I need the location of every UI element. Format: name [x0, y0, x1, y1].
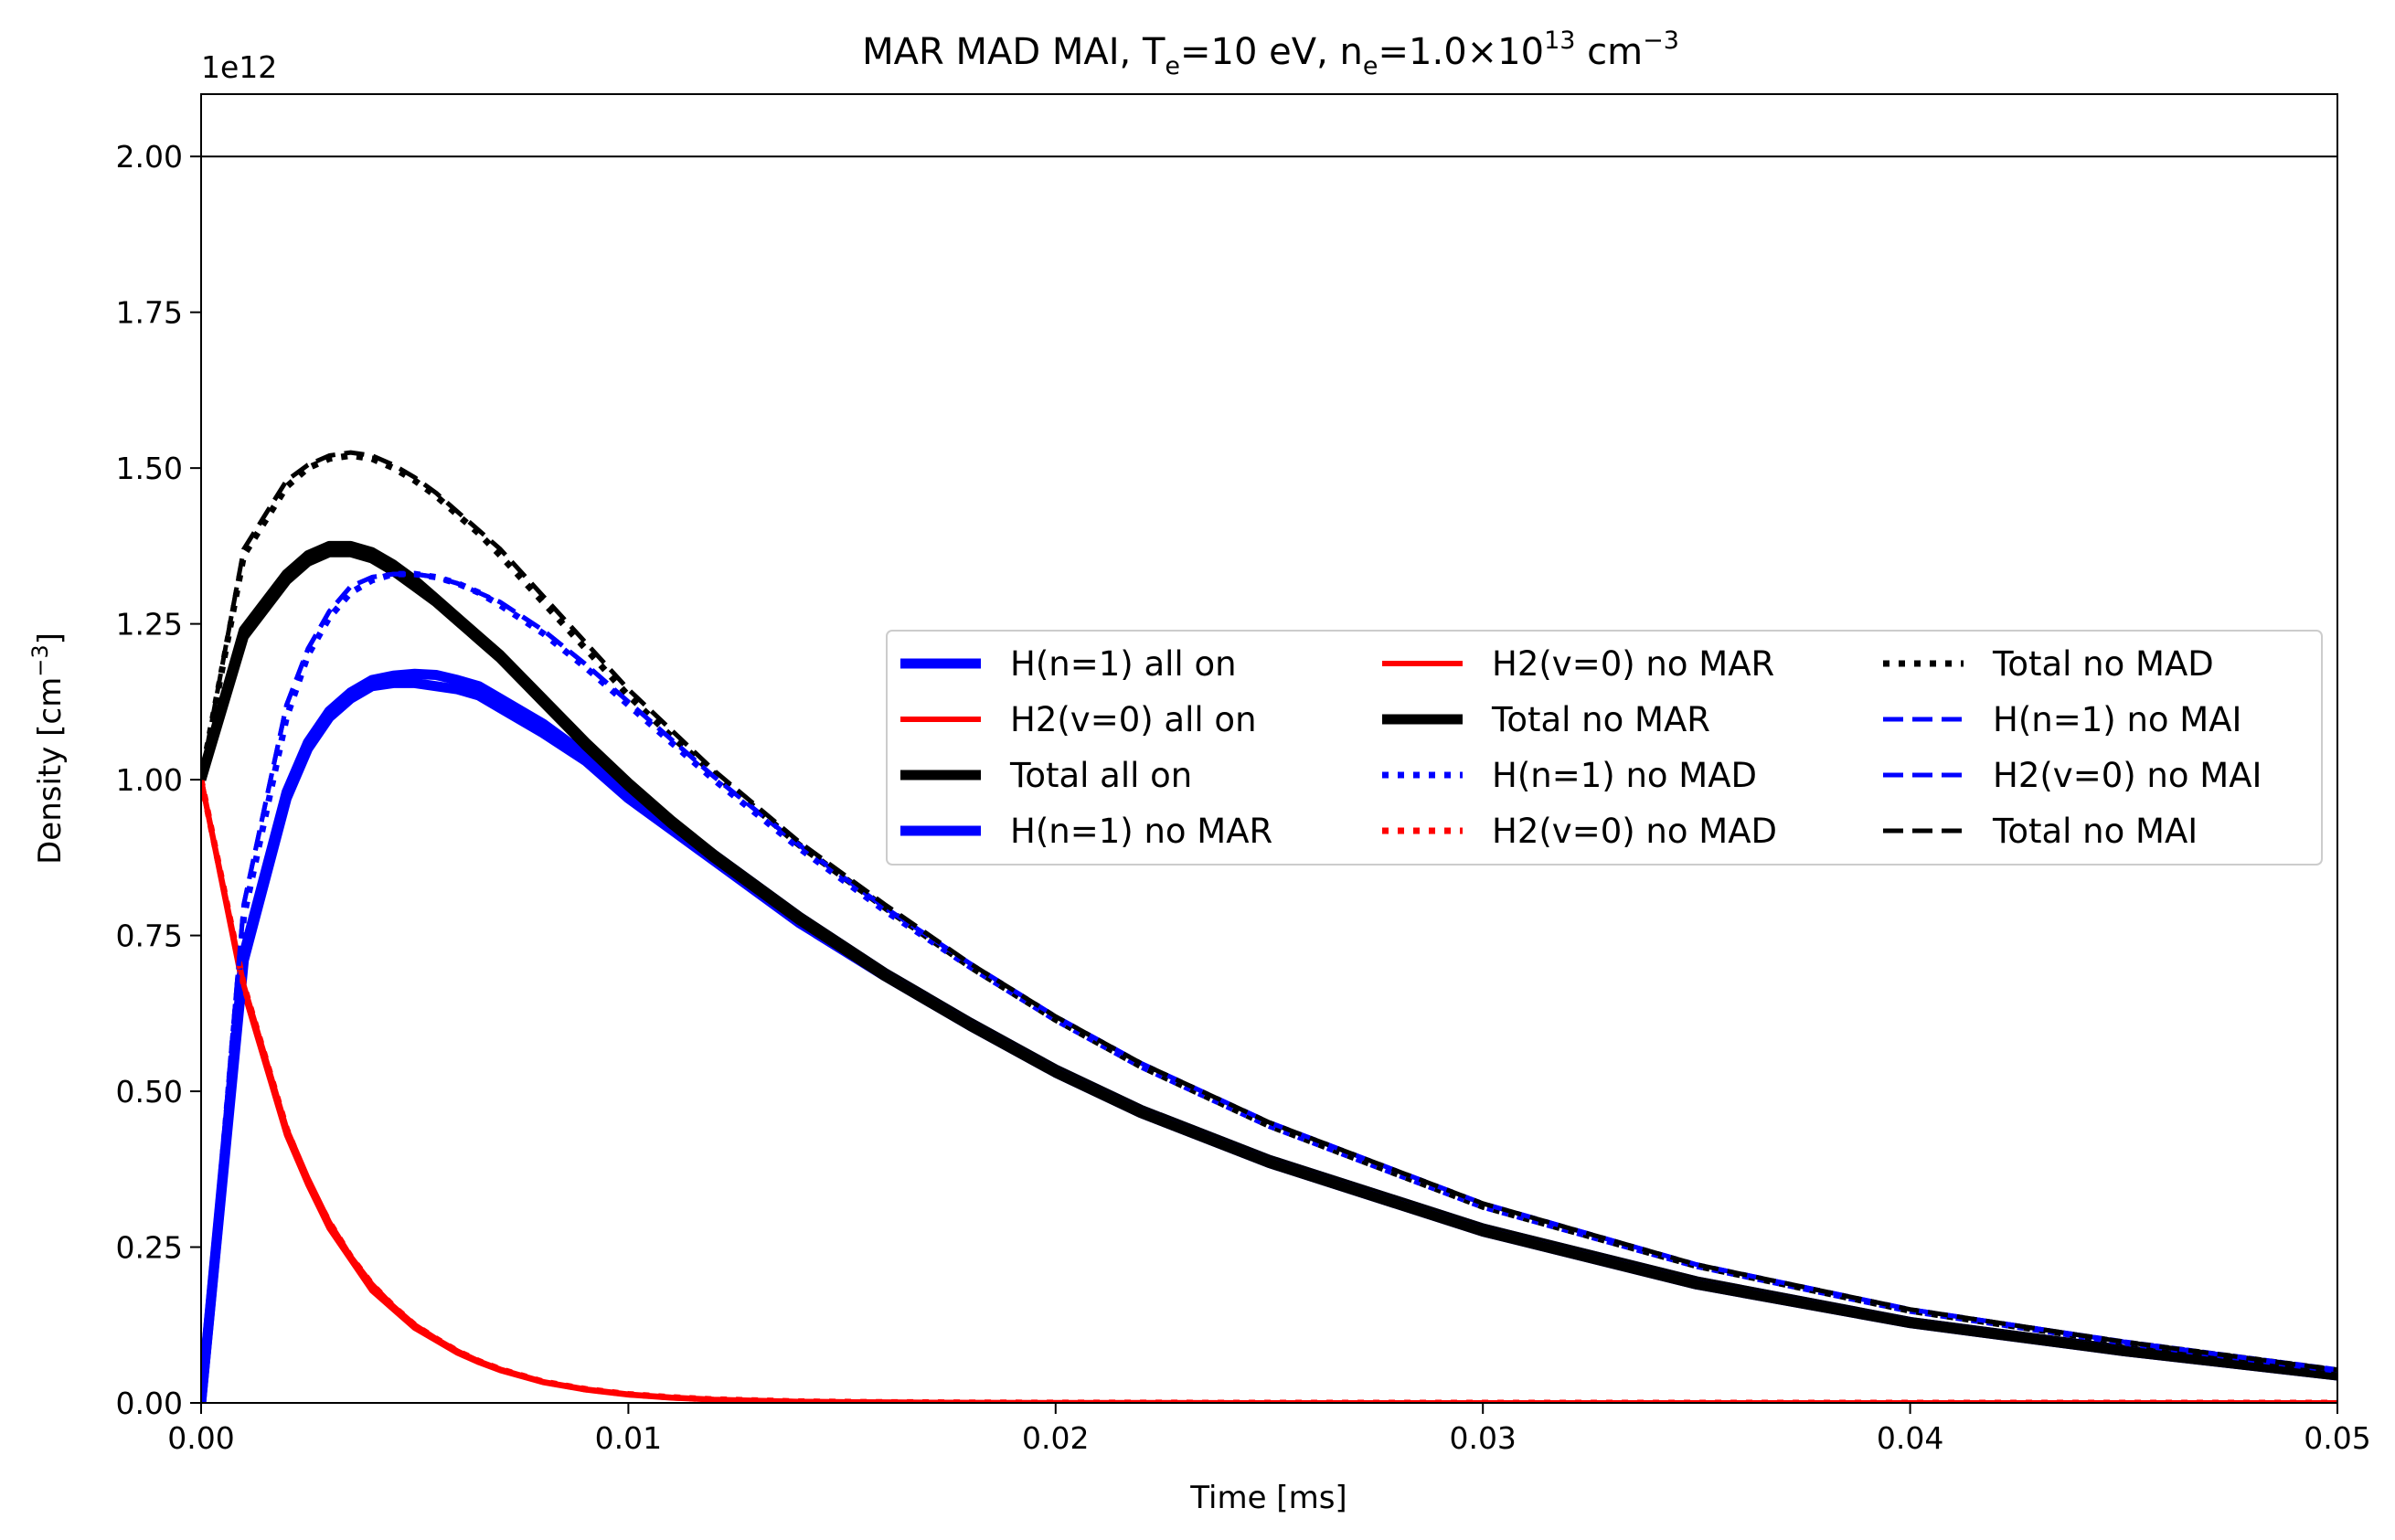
- y-tick-label: 0.75: [116, 919, 183, 954]
- x-tick-label: 0.02: [1022, 1420, 1089, 1456]
- y-tick-label: 2.00: [116, 139, 183, 175]
- legend-label-0: H(n=1) all on: [1010, 644, 1237, 684]
- y-tick-label: 1.00: [116, 762, 183, 798]
- series-line-8: [201, 452, 2337, 1374]
- series-line-4: [201, 779, 2337, 1403]
- legend: H(n=1) all on H2(v=0) all on Total all on H…: [886, 630, 2323, 866]
- legend-label-7: H2(v=0) no MAD: [1492, 812, 1777, 851]
- series-line-11: [201, 450, 2337, 1373]
- chart-title: MAR MAD MAI, Te=10 eV, ne=1.0×1013 cm−3: [862, 27, 1679, 80]
- legend-label-5: Total no MAR: [1491, 700, 1710, 739]
- plot-frame: [200, 93, 2338, 1404]
- y-tick-label: 0.25: [116, 1230, 183, 1266]
- y-axis-label: Density [cm−3]: [27, 632, 69, 865]
- x-tick-label: 0.04: [1877, 1420, 1943, 1456]
- legend-label-2: Total all on: [1009, 756, 1192, 795]
- y-tick-label: 1.25: [116, 607, 183, 643]
- legend-label-8: Total no MAD: [1992, 644, 2214, 684]
- y-tick-label: 0.50: [116, 1074, 183, 1110]
- legend-label-10: H2(v=0) no MAI: [1993, 756, 2262, 795]
- plot-area: [200, 93, 2338, 1404]
- x-tick-label: 0.01: [595, 1420, 662, 1456]
- legend-label-9: H(n=1) no MAI: [1993, 700, 2241, 739]
- y-tick-label: 1.75: [116, 295, 183, 331]
- series-line-1: [201, 779, 2337, 1403]
- y-tick-label: 1.50: [116, 451, 183, 486]
- x-axis: 0.00 0.01 0.02 0.03 0.04 0.05: [167, 1403, 2371, 1456]
- legend-label-1: H2(v=0) all on: [1010, 700, 1257, 739]
- legend-box: [886, 630, 2323, 866]
- x-axis-label: Time [ms]: [1189, 1480, 1347, 1516]
- series-layer: [201, 450, 2337, 1403]
- series-line-5: [201, 547, 2337, 1381]
- legend-label-6: H(n=1) no MAD: [1492, 756, 1757, 795]
- x-tick-label: 0.03: [1449, 1420, 1516, 1456]
- legend-label-4: H2(v=0) no MAR: [1492, 644, 1774, 684]
- x-tick-label: 0.05: [2304, 1420, 2370, 1456]
- y-tick-label: 0.00: [116, 1386, 183, 1421]
- y-axis: 0.00 0.25 0.50 0.75 1.00 1.25 1.50 1.75 2.00: [116, 139, 201, 1421]
- y-offset-text: 1e12: [201, 49, 277, 85]
- x-tick-label: 0.00: [167, 1420, 234, 1456]
- series-line-7: [201, 779, 2337, 1403]
- legend-label-3: H(n=1) no MAR: [1010, 812, 1272, 851]
- legend-label-11: Total no MAI: [1992, 812, 2198, 851]
